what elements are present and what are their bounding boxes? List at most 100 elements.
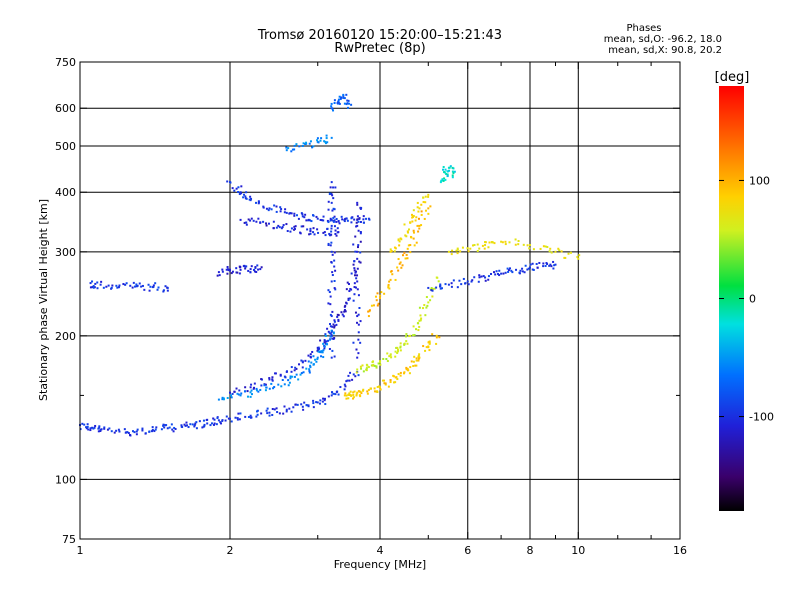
data-point — [293, 227, 296, 230]
data-point — [353, 267, 356, 270]
data-point — [406, 230, 409, 233]
data-point — [319, 339, 322, 342]
data-point — [367, 310, 370, 313]
data-point — [226, 265, 229, 268]
data-point — [431, 295, 434, 298]
data-point — [509, 267, 512, 270]
data-point — [280, 227, 283, 230]
data-point — [321, 351, 324, 354]
data-point — [402, 254, 405, 257]
data-point — [268, 414, 271, 417]
data-point — [362, 370, 365, 373]
data-point — [267, 222, 270, 225]
data-point — [484, 279, 487, 282]
data-point — [285, 223, 288, 226]
data-point — [478, 276, 481, 279]
data-point — [425, 296, 428, 299]
data-point — [337, 314, 340, 317]
data-point — [522, 243, 525, 246]
data-point — [329, 303, 332, 306]
data-point — [266, 407, 269, 410]
data-point — [191, 423, 194, 426]
data-point — [244, 195, 247, 198]
data-point — [532, 268, 535, 271]
data-point — [133, 285, 136, 288]
data-point — [254, 201, 257, 204]
data-point — [255, 389, 258, 392]
data-point — [346, 379, 349, 382]
data-point — [333, 287, 336, 290]
data-point — [329, 295, 332, 298]
data-point — [203, 423, 206, 426]
data-point — [354, 271, 357, 274]
data-point — [564, 256, 567, 259]
colorbar-tick-label: -100 — [749, 411, 774, 424]
data-point — [303, 401, 306, 404]
data-point — [308, 142, 311, 145]
data-point — [356, 315, 359, 318]
data-point — [298, 145, 301, 148]
data-point — [233, 390, 236, 393]
data-point — [405, 235, 408, 238]
data-point — [542, 262, 545, 265]
data-point — [313, 233, 316, 236]
data-point — [448, 166, 451, 169]
data-point — [338, 222, 341, 225]
data-point — [334, 269, 337, 272]
y-tick-label: 600 — [55, 102, 76, 115]
data-point — [335, 217, 338, 220]
data-point — [287, 379, 290, 382]
data-point — [290, 410, 293, 413]
data-point — [458, 279, 461, 282]
data-point — [322, 342, 325, 345]
data-point — [329, 313, 332, 316]
data-point — [353, 274, 356, 277]
data-point — [531, 268, 534, 271]
data-point — [369, 387, 372, 390]
data-point — [351, 216, 354, 219]
data-point — [247, 416, 250, 419]
data-point — [355, 393, 358, 396]
data-point — [387, 286, 390, 289]
data-point — [278, 412, 281, 415]
data-point — [459, 250, 462, 253]
data-point — [411, 220, 414, 223]
data-point — [389, 379, 392, 382]
data-point — [239, 268, 242, 271]
data-point — [399, 237, 402, 240]
data-point — [396, 378, 399, 381]
data-point — [409, 334, 412, 337]
data-point — [350, 272, 353, 275]
data-point — [273, 385, 276, 388]
data-point — [86, 425, 89, 428]
data-point — [425, 346, 428, 349]
data-point — [111, 284, 114, 287]
data-point — [249, 395, 252, 398]
data-point — [356, 288, 359, 291]
data-point — [330, 227, 333, 230]
data-point — [271, 413, 274, 416]
data-point — [427, 212, 430, 215]
data-point — [353, 260, 356, 263]
data-point — [335, 323, 338, 326]
data-point — [323, 399, 326, 402]
data-point — [255, 270, 258, 273]
data-point — [362, 218, 365, 221]
data-point — [328, 232, 331, 235]
data-point — [341, 218, 344, 221]
data-point — [285, 211, 288, 214]
data-point — [366, 390, 369, 393]
data-point — [237, 412, 240, 415]
data-point — [152, 284, 155, 287]
data-point — [403, 342, 406, 345]
plot-area: 1 2 4 6 8 10 16 75 100 200 300 400 500 600 750 — [55, 56, 687, 557]
data-point — [441, 178, 444, 181]
phase-legend: Phases mean, sd,O: -96.2, 18.0 mean, sd,… — [604, 23, 722, 56]
data-point — [413, 334, 416, 337]
data-point — [296, 403, 299, 406]
data-point — [115, 429, 118, 432]
data-point — [406, 231, 409, 234]
data-point — [252, 219, 255, 222]
data-point — [316, 139, 319, 142]
data-point — [255, 220, 258, 223]
